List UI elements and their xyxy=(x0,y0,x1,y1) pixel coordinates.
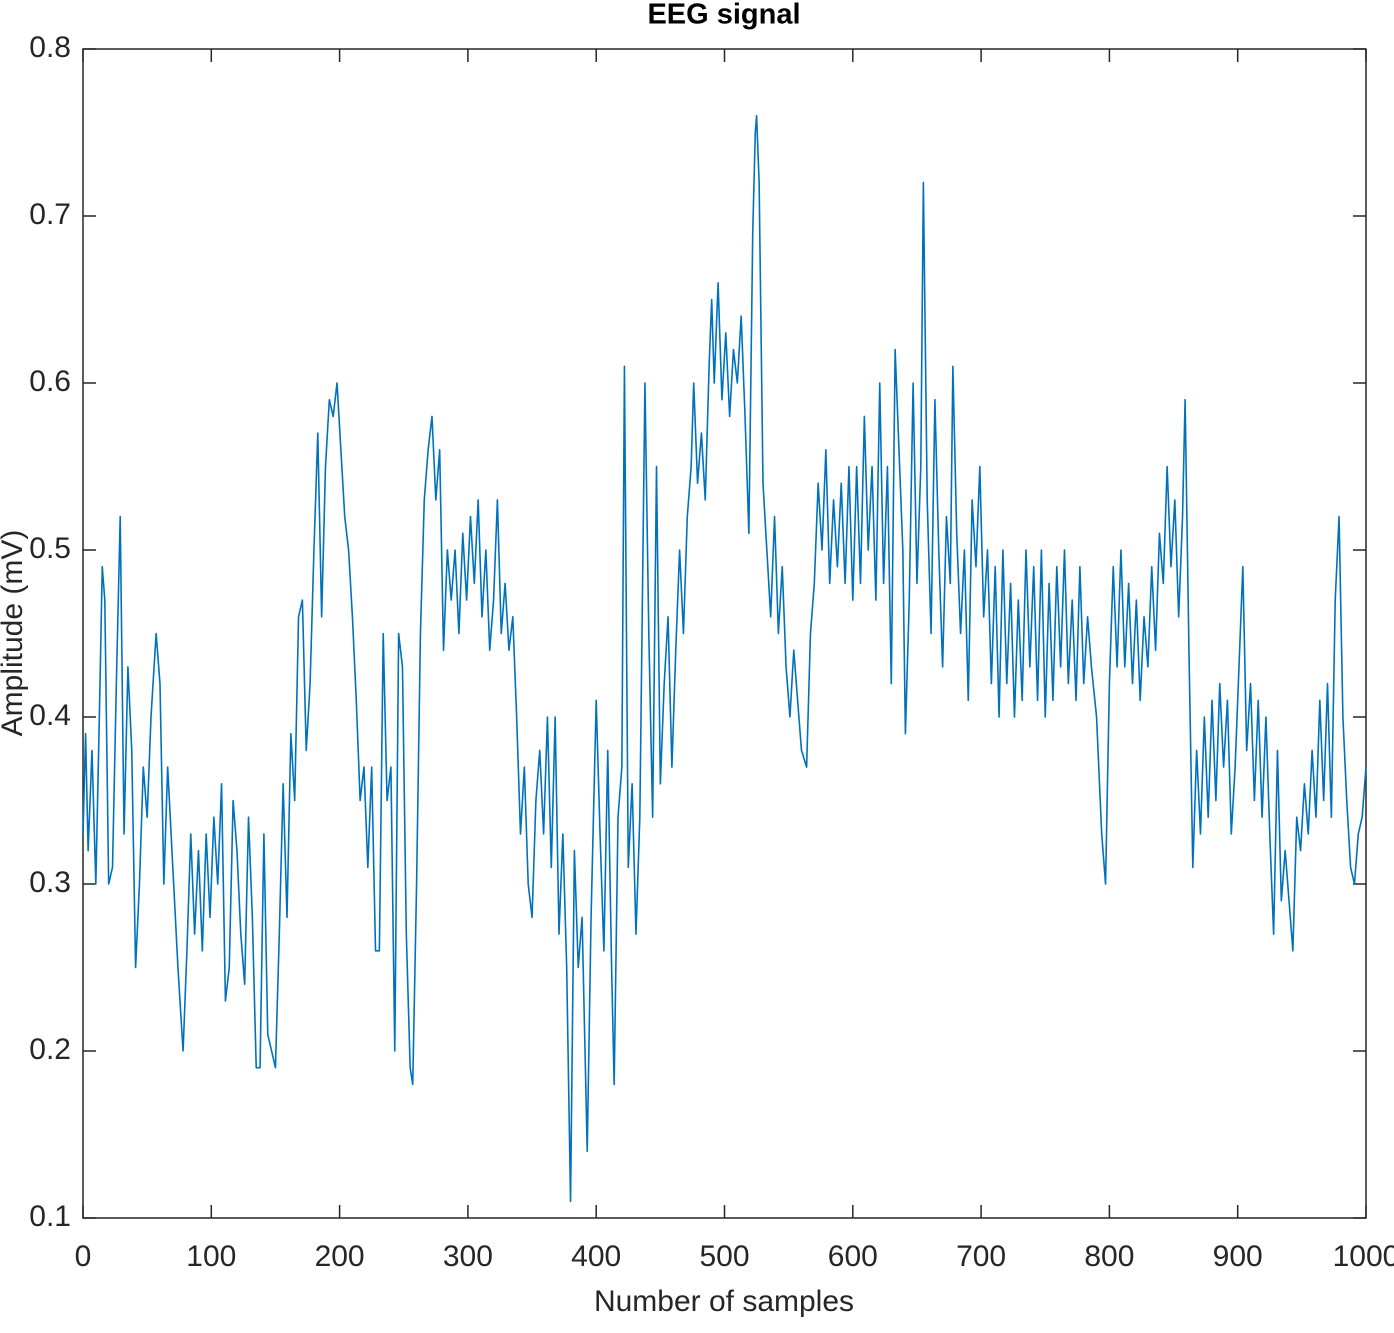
x-tick-label: 700 xyxy=(956,1240,1006,1273)
x-tick-label: 500 xyxy=(699,1240,749,1273)
x-tick-label: 800 xyxy=(1084,1240,1134,1273)
x-tick-label: 1000 xyxy=(1333,1240,1394,1273)
y-tick-label: 0.8 xyxy=(29,31,71,64)
y-tick-label: 0.4 xyxy=(29,699,71,732)
y-tick-label: 0.5 xyxy=(29,532,71,565)
x-axis-label: Number of samples xyxy=(594,1285,854,1318)
chart-title: EEG signal xyxy=(647,0,800,31)
x-tick-label: 100 xyxy=(186,1240,236,1273)
y-axis-label: Amplitude (mV) xyxy=(0,530,29,737)
y-tick-label: 0.3 xyxy=(29,866,71,899)
x-tick-label: 900 xyxy=(1213,1240,1263,1273)
x-tick-label: 300 xyxy=(443,1240,493,1273)
x-tick-label: 400 xyxy=(571,1240,621,1273)
x-tick-label: 200 xyxy=(315,1240,365,1273)
y-tick-label: 0.2 xyxy=(29,1033,71,1066)
y-tick-label: 0.6 xyxy=(29,365,71,398)
signal-line xyxy=(82,115,1367,1203)
x-tick-label: 600 xyxy=(828,1240,878,1273)
y-tick-label: 0.7 xyxy=(29,198,71,231)
x-tick-label: 0 xyxy=(75,1240,92,1273)
y-tick-label: 0.1 xyxy=(29,1200,71,1233)
